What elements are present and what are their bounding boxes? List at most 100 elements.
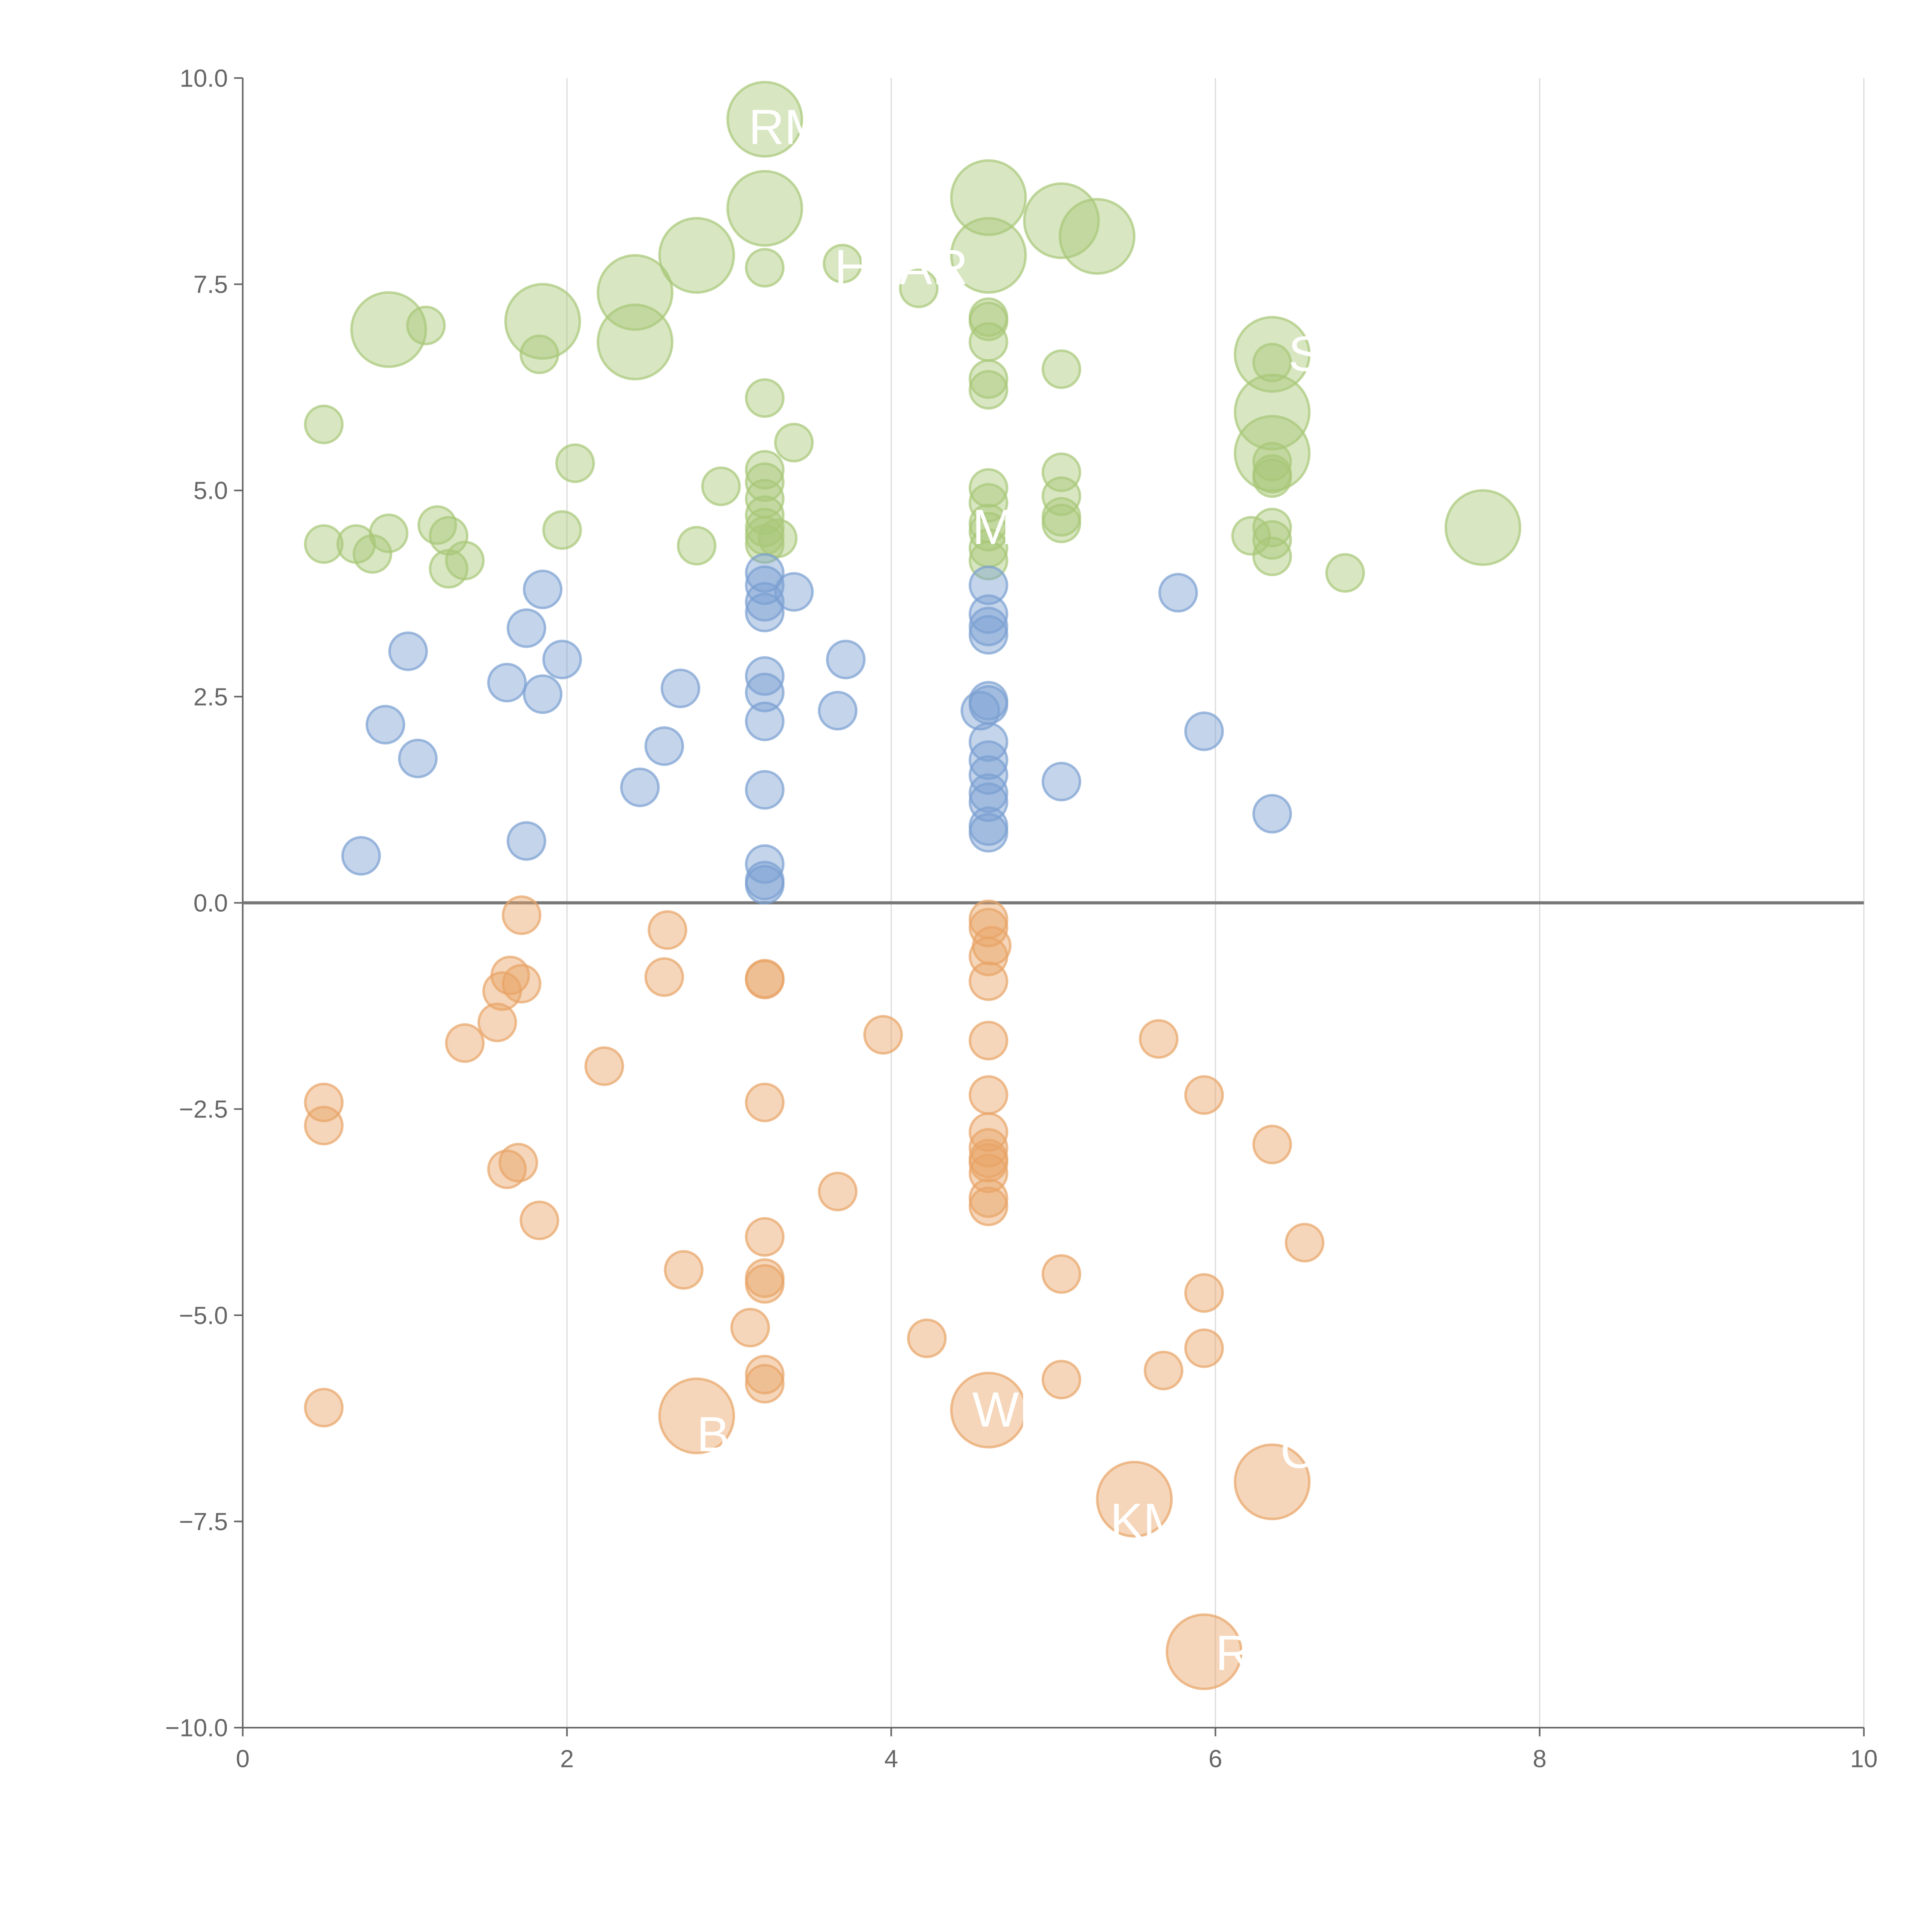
data-point-blue	[398, 738, 438, 779]
data-point-green	[745, 378, 785, 418]
y-tick-label: 10.0	[180, 64, 228, 92]
data-point-orange	[968, 1186, 1009, 1226]
data-point-green	[823, 243, 862, 284]
data-point-blue	[745, 553, 785, 593]
data-point-green	[1252, 442, 1292, 481]
data-point-green	[968, 370, 1009, 410]
data-point-green	[726, 170, 803, 247]
data-point-orange	[502, 895, 542, 935]
data-point-green	[1041, 476, 1082, 516]
data-point-orange	[664, 1250, 704, 1290]
data-point-green	[968, 483, 1009, 523]
data-point-green	[519, 334, 560, 374]
data-point-orange	[584, 1046, 624, 1086]
data-point-green	[1041, 503, 1082, 543]
data-point-green	[950, 159, 1027, 236]
x-tick-label: 0	[236, 1745, 250, 1773]
data-point-orange	[863, 1015, 903, 1055]
data-point-blue	[745, 701, 785, 742]
data-point-blue	[968, 565, 1009, 605]
data-point-green	[758, 518, 798, 558]
data-point-green	[745, 495, 785, 535]
data-point-green	[1252, 343, 1292, 383]
data-point-green	[968, 301, 1009, 341]
data-point-green	[726, 81, 803, 158]
data-point-green	[504, 283, 581, 360]
data-point-orange	[1252, 1124, 1292, 1165]
data-point-blue	[960, 690, 1000, 731]
data-point-orange	[1041, 1360, 1082, 1400]
data-point-orange	[304, 1388, 344, 1428]
data-point-orange	[482, 971, 522, 1011]
point-annotation: C	[1280, 1423, 1316, 1479]
data-point-green	[417, 505, 457, 545]
data-point-green	[950, 217, 1027, 294]
point-annotation: WR	[972, 1382, 1055, 1437]
data-point-orange	[745, 1264, 785, 1304]
data-point-green	[597, 303, 673, 381]
data-point-blue	[542, 639, 582, 680]
annotations: RM H AR M S WR B KMB R C	[697, 100, 1321, 1681]
x-tick-label: 4	[884, 1745, 898, 1773]
axes: 0 2 4 6 8 10 10.0 7.5 5.0 2.5 0.0 −2.5 −5.0 −7.5 −10.0	[165, 64, 1878, 1772]
data-point-orange	[1041, 1254, 1082, 1294]
data-point-green	[555, 443, 595, 483]
x-tick-label: 2	[560, 1745, 574, 1773]
data-point-green	[1041, 452, 1082, 492]
data-point-orange	[1165, 1613, 1243, 1690]
y-tick-label: 5.0	[194, 477, 228, 505]
data-point-blue	[1252, 794, 1292, 834]
data-point-blue	[745, 672, 785, 713]
data-point-orange	[907, 1318, 947, 1358]
point-annotation: KMB	[1110, 1493, 1218, 1549]
point-annotation: AR	[899, 240, 968, 295]
y-tick-label: −10.0	[165, 1714, 228, 1742]
data-point-blue	[826, 639, 866, 680]
data-point-orange	[745, 1082, 785, 1122]
data-point-green	[677, 526, 717, 566]
data-point-orange	[658, 1377, 735, 1454]
y-tick-label: −5.0	[179, 1301, 228, 1329]
point-annotation: R	[1216, 1626, 1252, 1681]
data-point-green	[304, 405, 344, 444]
data-point-green	[1233, 316, 1311, 393]
point-annotation: RM	[748, 100, 825, 155]
data-point-green	[1233, 374, 1311, 451]
data-point-green	[745, 508, 785, 548]
data-point-blue	[487, 663, 527, 702]
data-point-orange	[487, 1149, 527, 1189]
data-point-orange	[519, 1201, 560, 1240]
data-point-blue	[968, 813, 1009, 853]
data-point-blue	[745, 865, 785, 905]
data-point-orange	[304, 1082, 344, 1122]
data-point-green	[542, 510, 582, 550]
data-point-orange	[644, 957, 684, 997]
data-point-blue	[620, 767, 660, 807]
data-point-green	[968, 468, 1009, 508]
data-point-orange	[730, 1308, 770, 1348]
data-point-blue	[968, 740, 1009, 780]
data-point-orange	[1143, 1350, 1184, 1391]
x-tick-label: 10	[1850, 1745, 1878, 1773]
data-point-orange	[745, 1217, 785, 1257]
y-tick-label: 0.0	[194, 889, 228, 917]
y-tick-label: 7.5	[194, 270, 228, 298]
y-tick-label: −7.5	[179, 1508, 228, 1536]
data-point-orange	[1184, 1075, 1224, 1115]
data-point-orange	[968, 1178, 1009, 1218]
data-point-green	[745, 462, 785, 502]
point-annotation: M	[972, 500, 1014, 555]
data-point-blue	[968, 615, 1009, 655]
data-point-blue	[968, 594, 1009, 634]
data-point-blue	[341, 836, 381, 876]
data-point-green	[745, 248, 785, 288]
data-point-blue	[745, 656, 785, 696]
data-point-orange	[950, 1371, 1027, 1449]
data-point-orange	[745, 1364, 785, 1404]
data-point-orange	[1139, 1019, 1179, 1059]
data-point-green	[968, 512, 1009, 552]
data-point-green	[745, 450, 785, 490]
data-point-green	[406, 306, 446, 345]
